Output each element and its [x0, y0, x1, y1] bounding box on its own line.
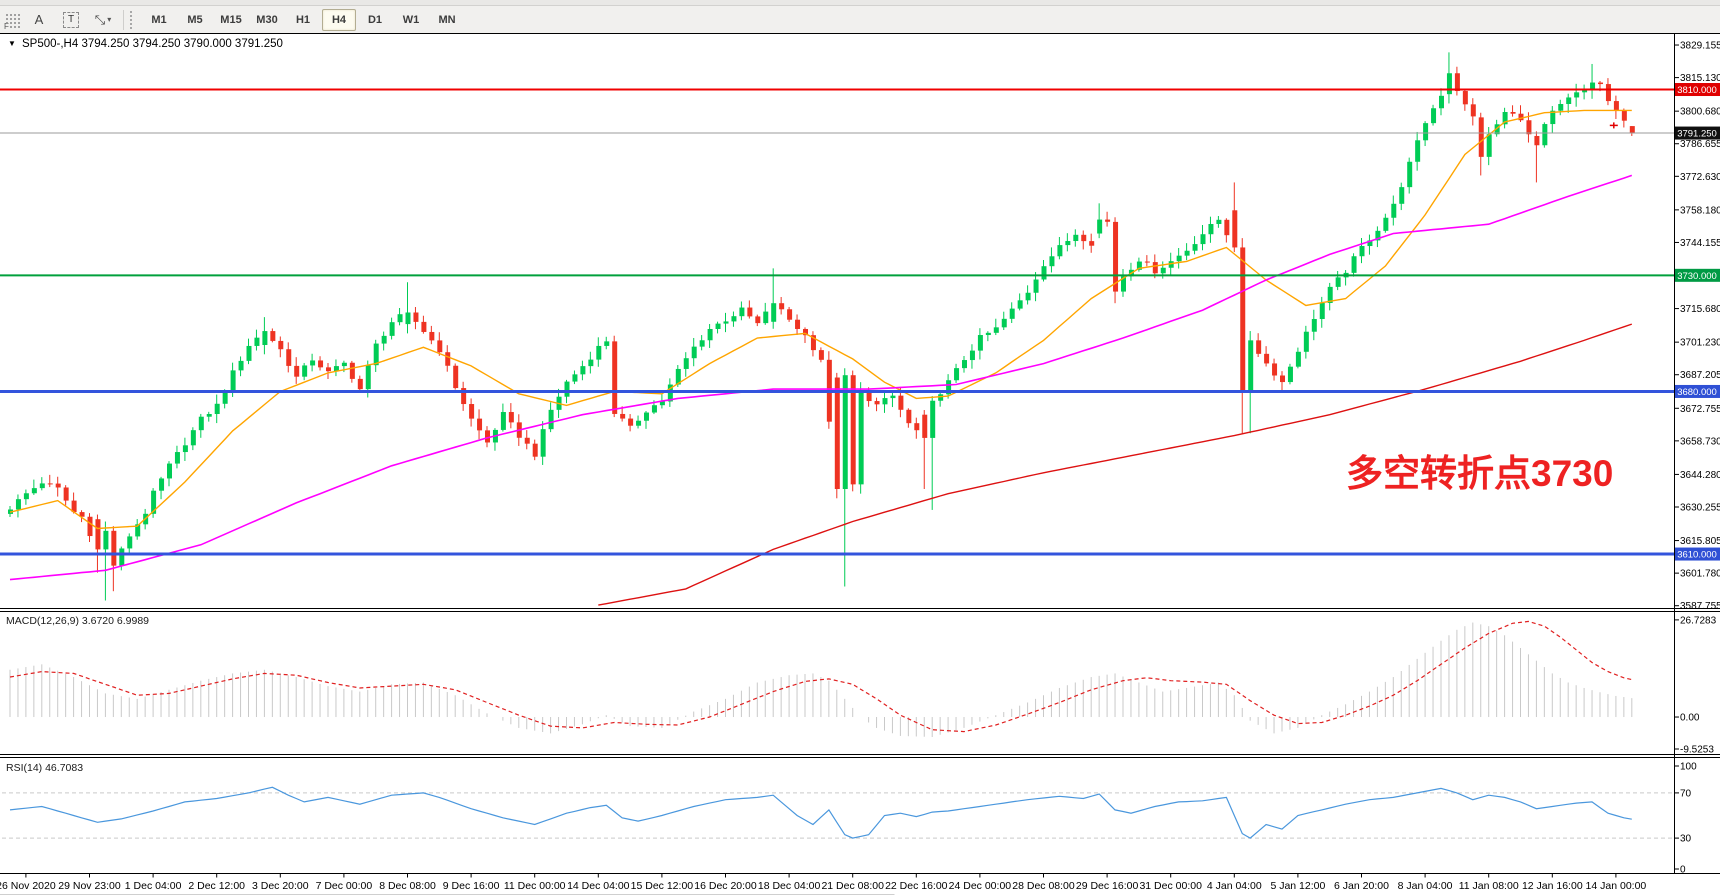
timeframe-button-group: M1 M5 M15 M30 H1 H4 D1 W1 MN: [141, 8, 465, 31]
axis-tick-label: 3630.255: [1680, 502, 1720, 513]
svg-text:3810.000: 3810.000: [1677, 85, 1717, 96]
time-tick-label: 28 Dec 08:00: [1012, 880, 1075, 892]
window-top-strip: [0, 0, 1720, 6]
time-tick-label: 15 Dec 12:00: [631, 880, 694, 892]
time-tick-label: 6 Jan 20:00: [1334, 880, 1389, 892]
time-tick-label: 21 Dec 08:00: [821, 880, 884, 892]
axis-tick-label: 3758.180: [1680, 205, 1720, 216]
timeframe-button-m30[interactable]: M30: [256, 13, 278, 26]
arrow-objects-button[interactable]: ⤡ ▾: [88, 9, 118, 31]
axis-tick-label: 3815.130: [1680, 73, 1720, 84]
time-tick-label: 31 Dec 00:00: [1139, 880, 1202, 892]
axis-tick-label: 30: [1680, 834, 1692, 845]
axis-tick-label: 3587.755: [1680, 601, 1720, 612]
insert-text-label-button[interactable]: A: [24, 9, 54, 31]
candles-layer[interactable]: [8, 52, 1635, 601]
axis-tick-label: 3601.780: [1680, 569, 1720, 580]
price-axis[interactable]: 3829.155 3815.130 3800.680 3786.655 3772.630…: [1674, 41, 1720, 876]
price-badge-3810.000: [1675, 83, 1720, 97]
axis-tick-label: 3800.680: [1680, 107, 1720, 118]
svg-text:3791.250: 3791.250: [1677, 129, 1717, 140]
main-toolbar: F A T ⤡ ▾ M1 M5 M15 M30 H1 H4 D1 W1 MN: [0, 6, 1720, 34]
symbol-dropdown-icon[interactable]: ▼: [8, 39, 16, 48]
axis-tick-label: 3786.655: [1680, 139, 1720, 150]
time-tick-label: 9 Dec 16:00: [443, 880, 500, 892]
time-axis[interactable]: 26 Nov 2020 29 Nov 23:00 1 Dec 04:00 2 Dec …: [0, 873, 1647, 893]
svg-text:3730.000: 3730.000: [1677, 271, 1717, 282]
price-badge-3730.000: [1675, 268, 1720, 282]
toolbar-separator: [123, 9, 124, 30]
axis-tick-label: 70: [1680, 788, 1692, 799]
axis-tick-label: 3644.280: [1680, 470, 1720, 481]
svg-text:3680.000: 3680.000: [1677, 387, 1717, 398]
chart-quote-line: SP500-,H4 3794.250 3794.250 3790.000 379…: [22, 38, 283, 50]
axis-tick-label: 3658.730: [1680, 436, 1720, 447]
axis-tick-label: -9.5253: [1680, 745, 1714, 756]
timeframe-button-h1[interactable]: H1: [295, 13, 311, 26]
rsi-label: RSI(14) 46.7083: [6, 762, 83, 774]
axis-tick-label: 3701.230: [1680, 338, 1720, 349]
time-tick-label: 4 Jan 04:00: [1207, 880, 1262, 892]
axis-tick-label: 3672.755: [1680, 404, 1720, 415]
time-tick-label: 1 Dec 04:00: [125, 880, 182, 892]
axis-tick-label: 3829.155: [1680, 41, 1720, 52]
arrow-objects-icon: ⤡: [94, 11, 106, 27]
time-tick-label: 26 Nov 2020: [0, 880, 56, 892]
timeframe-button-m1[interactable]: M1: [151, 13, 167, 26]
time-tick-label: 11 Dec 00:00: [504, 880, 566, 892]
time-tick-label: 22 Dec 16:00: [885, 880, 948, 892]
time-tick-label: 7 Dec 00:00: [316, 880, 373, 892]
text-label-icon: A: [34, 12, 44, 27]
time-tick-label: 12 Jan 16:00: [1522, 880, 1583, 892]
macd-signal-line: [9, 620, 1632, 733]
timeframe-button-m15[interactable]: M15: [220, 13, 242, 26]
time-tick-label: 8 Jan 04:00: [1398, 880, 1453, 892]
rsi-line: [9, 786, 1632, 839]
rsi-pane[interactable]: [2, 792, 1674, 839]
dock-grip-icon[interactable]: F: [4, 11, 20, 31]
axis-tick-label: 100: [1680, 762, 1697, 773]
svg-text:3610.000: 3610.000: [1677, 550, 1717, 561]
chart-annotation[interactable]: 多空转折点3730: [1346, 453, 1613, 494]
time-tick-label: 8 Dec 08:00: [379, 880, 436, 892]
text-box-icon: T: [63, 11, 79, 28]
price-badge-3610.000: [1675, 547, 1720, 561]
axis-tick-label: 0: [1680, 865, 1686, 876]
insert-text-box-button[interactable]: T: [56, 9, 86, 31]
time-tick-label: 16 Dec 20:00: [694, 880, 757, 892]
axis-tick-label: 3687.205: [1680, 370, 1720, 381]
ma-slow-line: [598, 323, 1633, 606]
time-tick-label: 18 Dec 04:00: [758, 880, 821, 892]
axis-tick-label: 0.00: [1680, 713, 1700, 724]
time-tick-label: 29 Nov 23:00: [58, 880, 121, 892]
toolbar-drag-handle[interactable]: [130, 10, 136, 29]
time-tick-label: 24 Dec 00:00: [949, 880, 1012, 892]
timeframe-button-d1[interactable]: D1: [367, 13, 383, 26]
time-tick-label: 2 Dec 12:00: [188, 880, 245, 892]
ma-mid-line: [9, 174, 1633, 581]
time-tick-label: 5 Jan 12:00: [1270, 880, 1325, 892]
price-badge-3680.000: [1675, 384, 1720, 398]
time-tick-label: 14 Dec 04:00: [567, 880, 630, 892]
time-tick-label: 29 Dec 16:00: [1076, 880, 1139, 892]
price-badge-3791.250: [1675, 126, 1720, 140]
timeframe-button-mn[interactable]: MN: [438, 13, 456, 26]
chevron-down-icon: ▾: [107, 15, 112, 24]
timeframe-button-m5[interactable]: M5: [187, 13, 203, 26]
axis-tick-label: 3744.155: [1680, 238, 1720, 249]
axis-tick-label: 3772.630: [1680, 172, 1720, 183]
time-tick-label: 14 Jan 00:00: [1586, 880, 1647, 892]
axis-tick-label: 3615.805: [1680, 536, 1720, 547]
axis-tick-label: 3715.680: [1680, 304, 1720, 315]
time-tick-label: 3 Dec 20:00: [252, 880, 309, 892]
axis-tick-label: 26.7283: [1680, 615, 1717, 626]
macd-pane[interactable]: [9, 622, 1633, 738]
timeframe-button-h4[interactable]: H4: [322, 8, 356, 31]
macd-label: MACD(12,26,9) 3.6720 6.9989: [6, 615, 149, 627]
time-tick-label: 11 Jan 08:00: [1459, 880, 1519, 892]
timeframe-button-w1[interactable]: W1: [402, 13, 420, 26]
